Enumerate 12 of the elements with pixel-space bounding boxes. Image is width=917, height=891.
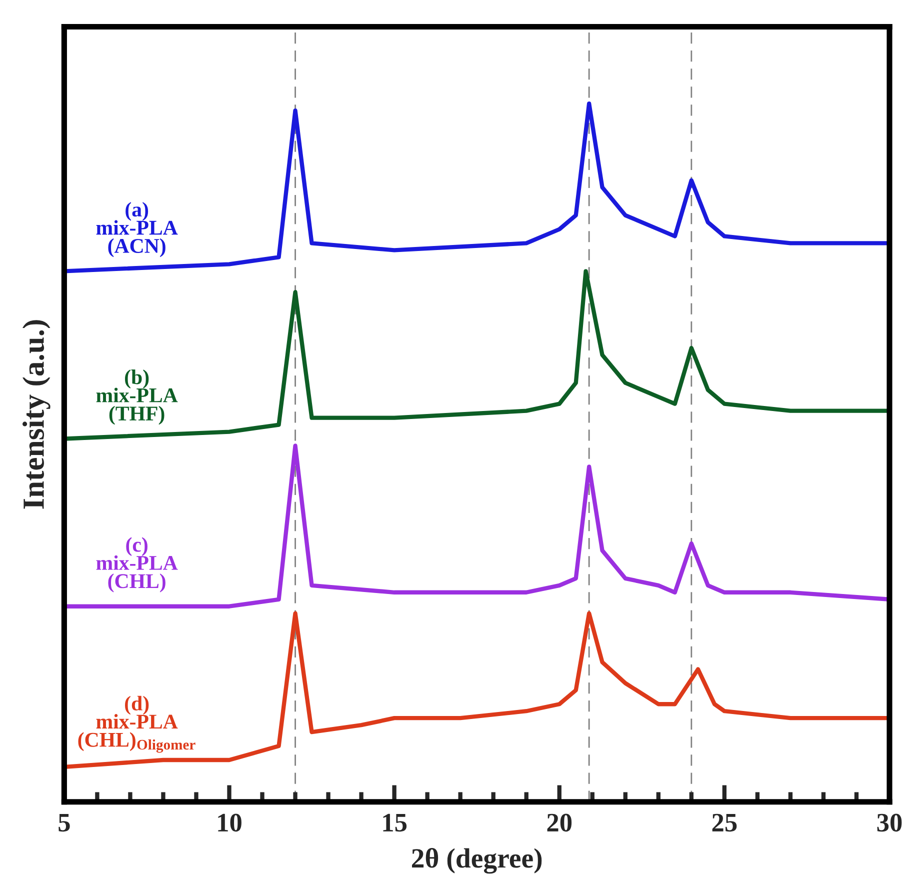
series-label: (a) mix-PLA (ACN) <box>96 202 178 258</box>
series-label: (b) mix-PLA (THF) <box>96 370 178 425</box>
x-tick-label: 5 <box>58 814 70 832</box>
series-label: (c) mix-PLA (CHL) <box>96 537 178 592</box>
series-label: (d) mix-PLA (CHL)$_{Oligomer}$ <box>78 696 196 753</box>
x-tick-label: 20 <box>547 814 572 832</box>
y-axis-title: Intensity (a.u.) <box>22 320 50 509</box>
x-tick-label: 30 <box>877 814 902 832</box>
x-tick-label: 15 <box>383 814 407 832</box>
x-tick-label: 10 <box>218 814 242 832</box>
x-tick-label: 25 <box>712 814 737 832</box>
x-axis-title: 2θ (degree) <box>412 848 542 874</box>
